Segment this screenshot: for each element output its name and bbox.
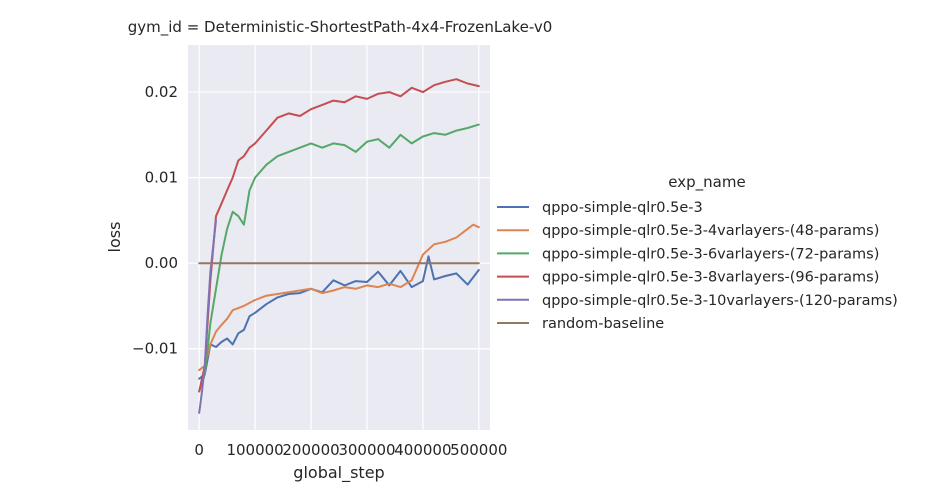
- legend-label: qppo-simple-qlr0.5e-3: [542, 200, 703, 216]
- x-axis-label: global_step: [293, 463, 384, 483]
- legend-label: random-baseline: [542, 316, 664, 332]
- legend-label: qppo-simple-qlr0.5e-3-8varlayers-(96-par…: [542, 270, 879, 286]
- x-tick-label: 300000: [338, 441, 395, 459]
- x-tick-label: 400000: [394, 441, 451, 459]
- y-tick-label: 0.02: [145, 83, 178, 101]
- y-tick-label: 0.00: [145, 254, 178, 272]
- x-tick-label: 200000: [282, 441, 339, 459]
- plot-background: [188, 45, 490, 430]
- y-tick-label: −0.01: [132, 340, 178, 358]
- y-axis-label: loss: [105, 222, 124, 253]
- chart-title: gym_id = Deterministic-ShortestPath-4x4-…: [128, 18, 553, 37]
- legend: exp_name qppo-simple-qlr0.5e-3 qppo-simpl…: [497, 173, 898, 332]
- legend-label: qppo-simple-qlr0.5e-3-10varlayers-(120-p…: [542, 293, 898, 309]
- legend-label: qppo-simple-qlr0.5e-3-6varlayers-(72-par…: [542, 246, 879, 262]
- plot-area: [188, 45, 490, 430]
- series-lines: [198, 78, 480, 414]
- x-tick-label: 0: [194, 441, 204, 459]
- series-line-3: [198, 78, 480, 393]
- y-tick-label: 0.01: [145, 169, 178, 187]
- legend-label: qppo-simple-qlr0.5e-3-4varlayers-(48-par…: [542, 223, 879, 239]
- y-axis: −0.01 0.00 0.01 0.02: [132, 83, 178, 358]
- series-line-2: [198, 123, 480, 393]
- x-tick-label: 500000: [450, 441, 507, 459]
- legend-title: exp_name: [668, 173, 745, 192]
- series-line-1: [198, 223, 480, 372]
- x-tick-label: 100000: [226, 441, 283, 459]
- series-line-4: [198, 219, 217, 414]
